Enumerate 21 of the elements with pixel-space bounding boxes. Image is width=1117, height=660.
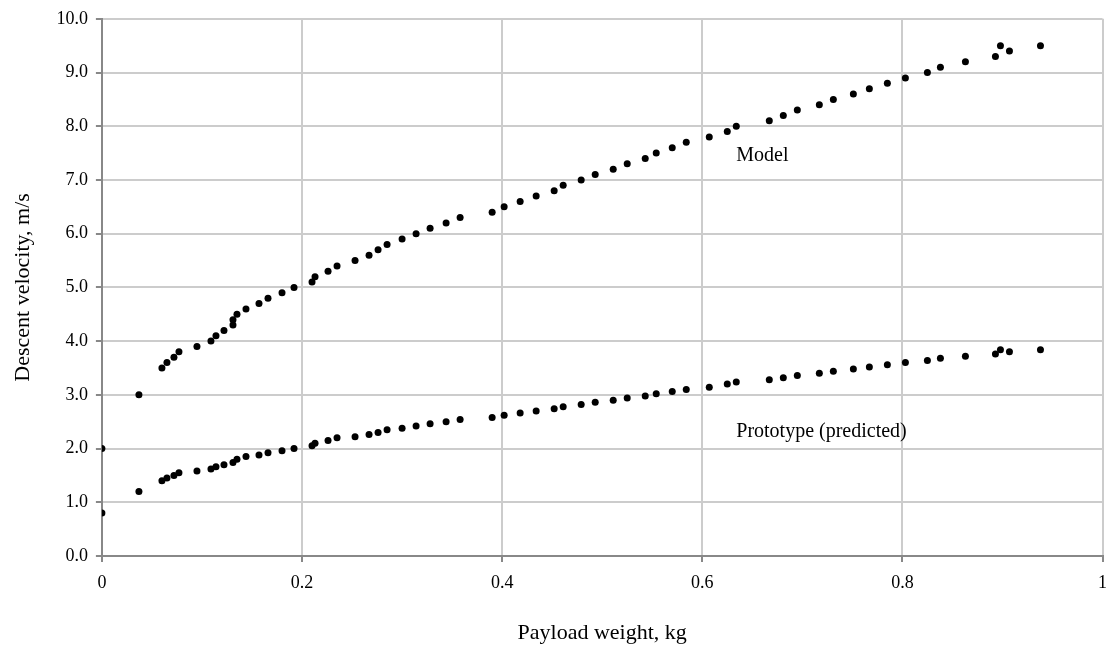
x-tick-label: 0.6 bbox=[691, 571, 714, 592]
x-tick-label: 0.8 bbox=[891, 571, 914, 592]
x-axis-title: Payload weight, kg bbox=[517, 618, 687, 644]
x-tick-label: 0.4 bbox=[490, 571, 514, 592]
y-axis-title: Descent velocity, m/s bbox=[8, 193, 34, 382]
x-tick-label: 0 bbox=[97, 571, 107, 592]
series-label: Prototype (predicted) bbox=[736, 419, 907, 443]
y-tick-label: 10.0 bbox=[56, 7, 88, 28]
y-tick-label: 1.0 bbox=[65, 491, 88, 512]
x-tick-label: 1 bbox=[1098, 571, 1107, 592]
y-tick-label: 7.0 bbox=[65, 168, 88, 189]
y-tick-label: 2.0 bbox=[65, 437, 88, 458]
series-label: Model bbox=[736, 143, 789, 166]
x-tick-label: 0.2 bbox=[290, 571, 314, 592]
y-tick-label: 4.0 bbox=[65, 329, 88, 350]
y-tick-label: 0.0 bbox=[65, 544, 88, 565]
y-tick-label: 6.0 bbox=[65, 222, 88, 243]
y-tick-label: 5.0 bbox=[65, 276, 88, 297]
y-tick-label: 3.0 bbox=[65, 383, 88, 404]
y-tick-label: 8.0 bbox=[65, 114, 88, 135]
y-tick-label: 9.0 bbox=[65, 61, 88, 82]
